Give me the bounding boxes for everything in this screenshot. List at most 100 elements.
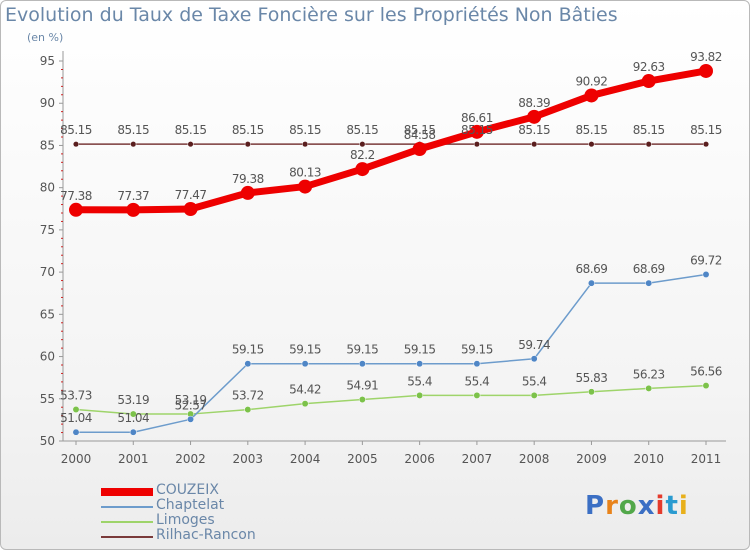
- data-label-limoges: 55.4: [522, 374, 547, 388]
- x-tick-label: 2000: [61, 452, 92, 466]
- data-label-couzeix: 88.39: [518, 96, 550, 110]
- data-label-couzeix: 77.38: [60, 189, 92, 203]
- data-label-limoges: 55.4: [407, 374, 432, 388]
- data-point-chaptelat: [358, 360, 366, 368]
- data-label-rilhac-rancon: 85.15: [232, 123, 264, 137]
- legend-swatch: [101, 536, 153, 538]
- data-point-rilhac-rancon: [702, 141, 710, 148]
- data-label-limoges: 54.42: [289, 383, 321, 397]
- data-label-couzeix: 92.63: [633, 60, 665, 74]
- data-label-limoges: 55.83: [576, 371, 608, 385]
- y-tick-label: 70: [40, 265, 55, 279]
- series-line-couzeix: [72, 67, 710, 214]
- x-tick-label: 2005: [347, 452, 378, 466]
- data-label-rilhac-rancon: 85.15: [633, 123, 665, 137]
- series-line-chaptelat: [75, 273, 707, 433]
- data-label-couzeix: 79.38: [232, 172, 264, 186]
- series-line-limoges: [75, 384, 707, 415]
- y-tick-label: 80: [40, 181, 55, 195]
- data-point-limoges: [645, 384, 653, 392]
- legend-label: Chaptelat: [156, 497, 225, 513]
- data-label-chaptelat: 68.69: [576, 262, 608, 276]
- data-label-couzeix: 80.13: [289, 166, 321, 180]
- logo-letter: i: [655, 491, 666, 521]
- data-point-rilhac-rancon: [130, 141, 137, 148]
- logo-letter: P: [585, 491, 606, 521]
- data-point-limoges: [588, 388, 595, 396]
- data-point-limoges: [129, 410, 137, 418]
- data-label-chaptelat: 51.04: [117, 411, 149, 425]
- data-point-couzeix: [469, 124, 484, 139]
- data-point-chaptelat: [244, 360, 252, 368]
- data-point-limoges: [358, 396, 366, 403]
- data-point-couzeix: [641, 74, 656, 89]
- legend-label: COUZEIX: [156, 482, 219, 498]
- data-point-limoges: [702, 382, 710, 390]
- data-label-rilhac-rancon: 85.15: [117, 123, 149, 137]
- y-tick-label: 85: [40, 138, 55, 152]
- data-label-limoges: 53.73: [60, 389, 92, 403]
- data-point-chaptelat: [187, 415, 194, 423]
- data-label-chaptelat: 59.15: [346, 343, 378, 357]
- logo-letter: t: [665, 491, 679, 521]
- y-tick-label: 50: [40, 434, 55, 448]
- data-point-couzeix: [126, 202, 141, 217]
- data-point-limoges: [244, 406, 252, 414]
- y-tick-label: 55: [40, 392, 55, 406]
- x-tick-label: 2002: [175, 452, 206, 466]
- data-label-chaptelat: 59.15: [461, 343, 493, 357]
- data-point-couzeix: [183, 202, 198, 217]
- chart-subtitle: (en %): [27, 31, 64, 44]
- data-label-limoges: 53.72: [232, 389, 264, 403]
- x-tick-label: 2006: [404, 452, 435, 466]
- data-point-couzeix: [584, 88, 599, 103]
- x-tick-label: 2007: [462, 452, 493, 466]
- x-tick-label: 2001: [118, 452, 149, 466]
- data-label-chaptelat: 51.04: [60, 411, 92, 425]
- data-label-rilhac-rancon: 85.15: [289, 123, 321, 137]
- data-label-limoges: 53.19: [175, 393, 207, 407]
- data-point-chaptelat: [588, 279, 595, 287]
- data-label-limoges: 54.91: [346, 379, 378, 393]
- data-label-couzeix: 82.2: [350, 148, 375, 162]
- data-label-chaptelat: 69.72: [690, 253, 722, 267]
- data-point-limoges: [416, 391, 424, 399]
- logo-letter: x: [637, 491, 656, 521]
- data-point-rilhac-rancon: [302, 141, 309, 148]
- x-tick-label: 2009: [576, 452, 607, 466]
- data-point-chaptelat: [416, 360, 424, 368]
- data-point-limoges: [301, 400, 309, 408]
- data-label-rilhac-rancon: 85.15: [518, 123, 550, 137]
- data-point-limoges: [530, 391, 538, 399]
- data-label-rilhac-rancon: 85.15: [690, 123, 722, 137]
- data-point-rilhac-rancon: [187, 141, 194, 148]
- data-point-chaptelat: [473, 360, 481, 368]
- data-label-rilhac-rancon: 85.15: [175, 123, 207, 137]
- data-point-couzeix: [355, 162, 370, 177]
- data-point-chaptelat: [645, 279, 653, 287]
- data-point-couzeix: [527, 109, 542, 124]
- logo-letter: o: [618, 491, 638, 521]
- legend-swatch: [101, 506, 153, 508]
- legend-label: Limoges: [156, 512, 215, 528]
- data-label-chaptelat: 59.15: [232, 343, 264, 357]
- data-label-couzeix: 93.82: [690, 50, 722, 64]
- data-point-limoges: [473, 391, 481, 399]
- data-label-couzeix: 90.92: [576, 74, 608, 88]
- logo-letter: i: [678, 491, 689, 521]
- data-label-rilhac-rancon: 85.15: [576, 123, 608, 137]
- y-tick-label: 95: [40, 54, 55, 68]
- data-label-limoges: 56.23: [633, 367, 665, 381]
- data-point-couzeix: [240, 185, 255, 200]
- chart-title: Evolution du Taux de Taxe Foncière sur l…: [5, 4, 618, 26]
- y-tick-label: 65: [40, 307, 55, 321]
- data-label-chaptelat: 68.69: [633, 262, 665, 276]
- data-label-chaptelat: 59.15: [404, 343, 436, 357]
- data-point-rilhac-rancon: [72, 141, 80, 148]
- x-tick-label: 2008: [519, 452, 550, 466]
- data-label-rilhac-rancon: 85.15: [404, 123, 436, 137]
- data-point-rilhac-rancon: [645, 141, 652, 148]
- proxiti-logo: Proxiti: [585, 491, 689, 521]
- data-point-couzeix: [298, 179, 313, 194]
